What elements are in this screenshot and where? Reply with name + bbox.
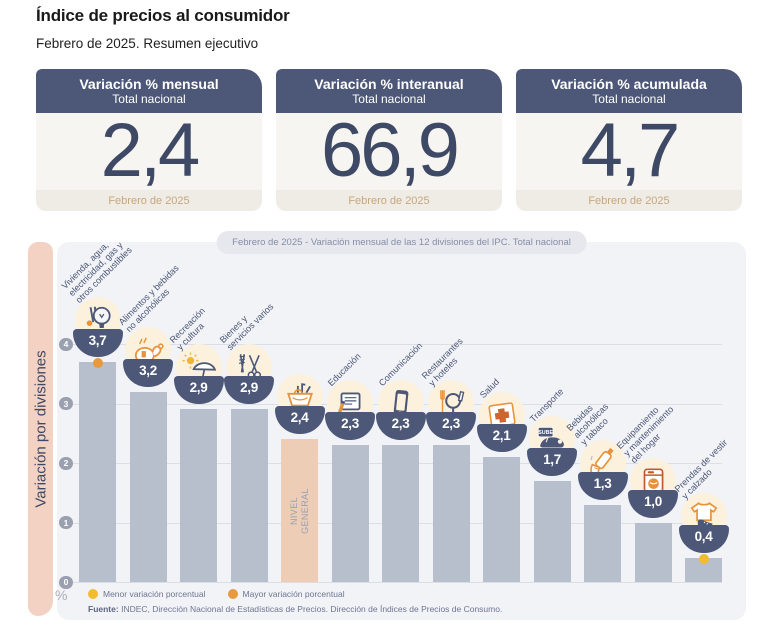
division-value: 1,0 (628, 489, 678, 518)
y-axis-tick: 4 (59, 337, 73, 351)
division-value: 3,7 (72, 328, 123, 357)
division-medallion: SUBE 1,7 (527, 415, 577, 476)
y-axis-tick: 2 (59, 456, 73, 470)
source-label: Fuente: (88, 604, 119, 614)
legend-item: Menor variación porcentual (88, 589, 206, 599)
y-axis-tick: 0 (59, 575, 73, 589)
card-header: Variación % mensual Total nacional (36, 69, 262, 113)
division-bar (685, 558, 722, 582)
division-value: 2,9 (173, 376, 224, 405)
svg-text:SUBE: SUBE (538, 430, 553, 436)
division-medallion: 2,9 (173, 344, 224, 405)
division-medallion: 1,0 (628, 457, 678, 518)
card-value: 4,7 (580, 108, 681, 194)
division-value: 1,3 (577, 471, 628, 500)
card-title: Variación % interanual (314, 76, 464, 92)
general-level-text: NIVEL GENERAL (288, 487, 310, 534)
card-body: 66,9 (276, 113, 502, 190)
source-text: INDEC, Dirección Nacional de Estadística… (121, 604, 503, 614)
y-axis-tick: 1 (59, 516, 73, 529)
division-bar (483, 457, 520, 582)
card-value: 66,9 (321, 108, 460, 194)
marker-dot-min (698, 554, 709, 565)
min-variation-dot-icon (88, 589, 98, 599)
card-body: 2,4 (36, 113, 262, 190)
legend-label: Menor variación porcentual (103, 589, 206, 599)
summary-cards: Variación % mensual Total nacional 2,4 F… (36, 69, 742, 211)
card-period: Febrero de 2025 (516, 190, 742, 211)
division-value: 2,4 (274, 406, 325, 435)
division-value: 0,4 (678, 525, 729, 554)
division-label-text: Vivienda, agua, electricidad, gas y otros … (59, 239, 134, 305)
division-medallion: 2,9 (224, 344, 274, 405)
summary-card-interanual: Variación % interanual Total nacional 66… (276, 69, 502, 211)
marker-dot-max (92, 357, 103, 368)
card-period: Febrero de 2025 (36, 190, 262, 211)
card-subtitle: Total nacional (112, 92, 186, 106)
division-bar (331, 445, 369, 582)
division-bar (129, 391, 167, 582)
division-bar (432, 445, 470, 582)
chart-legend: Menor variación porcentual Mayor variació… (88, 589, 345, 599)
legend-label: Mayor variación porcentual (242, 589, 345, 599)
summary-card-acumulada: Variación % acumulada Total nacional 4,7… (516, 69, 742, 211)
y-axis-tick: 3 (59, 397, 73, 410)
chart-panel: Febrero de 2025 - Variación mensual de l… (55, 231, 746, 620)
division-bar (533, 480, 571, 582)
card-title: Variación % mensual (79, 76, 219, 92)
legend-item: Mayor variación porcentual (227, 589, 345, 599)
division-bar (230, 409, 268, 582)
card-subtitle: Total nacional (592, 92, 666, 106)
division-medallion: 2,4 (274, 374, 325, 435)
division-bar (180, 409, 217, 582)
division-value: 2,1 (476, 424, 527, 453)
unit-label: % (55, 587, 68, 603)
card-header: Variación % acumulada Total nacional (516, 69, 742, 113)
division-value: 2,3 (325, 412, 375, 441)
y-gridline (66, 582, 722, 583)
card-header: Variación % interanual Total nacional (276, 69, 502, 113)
division-medallion: 2,3 (325, 380, 375, 441)
card-subtitle: Total nacional (352, 92, 426, 106)
max-variation-dot-icon (227, 589, 238, 599)
summary-card-mensual: Variación % mensual Total nacional 2,4 F… (36, 69, 262, 211)
card-value: 2,4 (100, 108, 201, 194)
division-medallion: 3,2 (123, 326, 173, 387)
card-period: Febrero de 2025 (276, 190, 502, 211)
division-medallion: 1,3 (577, 439, 628, 500)
division-value: 2,3 (426, 412, 476, 441)
division-value: 2,9 (224, 376, 274, 405)
division-medallion: 3,7 (72, 296, 123, 357)
page-title: Índice de precios al consumidor (36, 6, 290, 25)
general-level-bar (281, 439, 318, 582)
chart-title: Febrero de 2025 - Variación mensual de l… (216, 231, 587, 254)
chart-canvas: 0 1 2 3 4 3,7 Vivienda, agua, electricidad, gas… (57, 240, 746, 620)
division-medallion: 2,1 (476, 392, 527, 453)
division-bar (79, 361, 116, 582)
division-bar (382, 445, 419, 582)
division-label-text: Alimentos y bebidas no alcohólicas (116, 263, 181, 335)
division-label-text: Prendas de vestir y calzado (672, 437, 729, 502)
division-value: 3,2 (123, 358, 173, 387)
division-medallion: 2,3 (375, 380, 426, 441)
division-bar (584, 504, 621, 582)
card-body: 4,7 (516, 113, 742, 190)
source-note: Fuente: INDEC, Dirección Nacional de Est… (88, 604, 502, 614)
page-subtitle: Febrero de 2025. Resumen ejecutivo (36, 36, 259, 51)
y-axis-title-band: Variación por divisiones (28, 242, 53, 616)
division-value: 1,7 (527, 447, 577, 476)
y-axis-title: Variación por divisiones (32, 350, 49, 508)
division-medallion: 2,3 (426, 380, 476, 441)
division-bar (634, 522, 672, 582)
y-gridline (66, 344, 722, 345)
division-value: 2,3 (375, 412, 426, 441)
card-title: Variación % acumulada (551, 76, 707, 92)
division-medallion: 0,4 (678, 493, 729, 554)
